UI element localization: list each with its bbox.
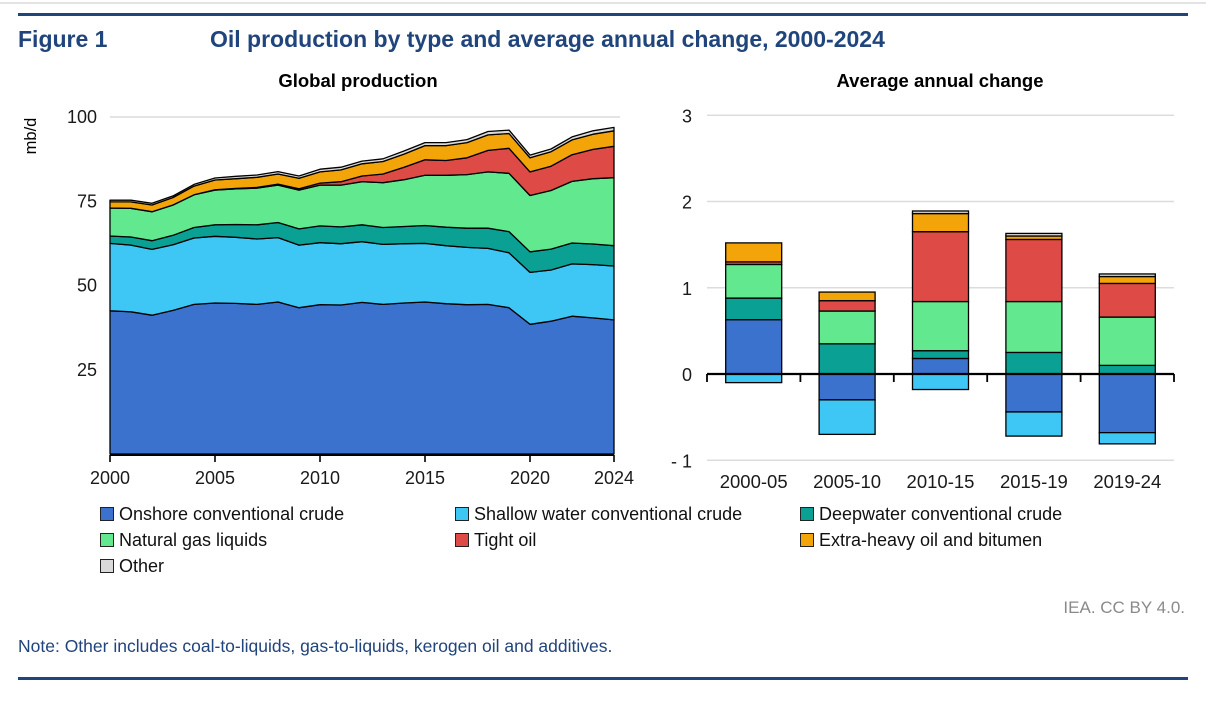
x-tick-label: 2005 bbox=[195, 468, 235, 488]
y-tick-label: 100 bbox=[67, 107, 97, 127]
bar-segment-ngl-2005-10 bbox=[818, 310, 876, 345]
legend-item-extra-heavy: Extra-heavy oil and bitumen bbox=[800, 530, 1042, 550]
y-tick-label: 1 bbox=[682, 279, 692, 299]
bar-segment-ngl-2019-24 bbox=[1098, 316, 1156, 367]
bar-segment-other-2015-19 bbox=[1005, 232, 1063, 237]
legend-label-onshore: Onshore conventional crude bbox=[119, 504, 345, 524]
bar-segment-extraheavy-2000-05 bbox=[725, 242, 783, 263]
y-tick-label: 75 bbox=[77, 191, 97, 211]
figure-label: Figure 1 bbox=[18, 26, 108, 52]
bar-segment-deepwater-2019-24 bbox=[1098, 364, 1156, 375]
area-layer-other bbox=[109, 126, 615, 206]
category-label: 2000-05 bbox=[720, 471, 788, 492]
footnote: Note: Other includes coal-to-liquids, ga… bbox=[18, 636, 613, 656]
legend-label-tight-oil: Tight oil bbox=[474, 530, 537, 550]
bar-segment-extraheavy-2010-15 bbox=[911, 212, 970, 233]
bar-segment-tight-2005-10 bbox=[818, 300, 876, 312]
global-production-chart: 2000 2005 2010 2015 2020 2024 25 50 75 100 bbox=[67, 107, 634, 488]
bar-segment-ngl-2000-05 bbox=[725, 263, 783, 299]
x-tick-label: 2000 bbox=[90, 468, 130, 488]
legend-item-other: Other bbox=[100, 556, 164, 576]
bar-segment-onshore-2000-05 bbox=[725, 319, 783, 375]
x-tick-label: 2010 bbox=[300, 468, 340, 488]
area-layer-onshore bbox=[109, 301, 615, 455]
bar-segment-deepwater-2015-19 bbox=[1005, 351, 1063, 375]
x-tick-label: 2020 bbox=[510, 468, 550, 488]
legend-label-ngl: Natural gas liquids bbox=[119, 530, 268, 550]
y-tick-label: - 1 bbox=[671, 451, 692, 471]
bar-segment-extraheavy-2005-10 bbox=[818, 291, 876, 302]
bar-segment-ngl-2015-19 bbox=[1005, 300, 1063, 354]
x-tick-label: 2024 bbox=[594, 468, 634, 488]
figure-title: Oil production by type and average annua… bbox=[210, 26, 885, 52]
legend-swatch-ngl bbox=[100, 533, 114, 547]
bar-segment-other-2019-24 bbox=[1098, 273, 1156, 278]
category-label: 2005-10 bbox=[813, 471, 881, 492]
legend-label-shallow: Shallow water conventional crude bbox=[474, 504, 743, 524]
y-tick-label: 50 bbox=[77, 276, 97, 296]
bar-segment-tight-2015-19 bbox=[1005, 238, 1063, 303]
bottom-rule bbox=[18, 677, 1188, 680]
legend-swatch-other bbox=[100, 559, 114, 573]
bar-segment-shallow-2015-19 bbox=[1005, 411, 1063, 437]
legend-item-deepwater: Deepwater conventional crude bbox=[800, 504, 1062, 524]
bar-segment-deepwater-2000-05 bbox=[725, 297, 783, 321]
legend-item-onshore: Onshore conventional crude bbox=[100, 504, 344, 524]
bar-segment-onshore-2010-15 bbox=[911, 357, 970, 375]
bar-segment-deepwater-2005-10 bbox=[818, 343, 876, 375]
y-tick-label: 25 bbox=[77, 360, 97, 380]
left-chart-title: Global production bbox=[278, 70, 438, 91]
category-label: 2010-15 bbox=[907, 471, 975, 492]
legend-item-shallow: Shallow water conventional crude bbox=[455, 504, 742, 524]
y-tick-label: 0 bbox=[682, 365, 692, 385]
bar-segment-onshore-2019-24 bbox=[1098, 373, 1156, 434]
legend-label-deepwater: Deepwater conventional crude bbox=[819, 504, 1063, 524]
legend-swatch-extra-heavy bbox=[800, 533, 814, 547]
legend-item-tight-oil: Tight oil bbox=[455, 530, 536, 550]
top-hairline bbox=[0, 2, 1206, 4]
x-tick-label: 2015 bbox=[405, 468, 445, 488]
bar-segment-shallow-2019-24 bbox=[1098, 431, 1156, 445]
title-rule bbox=[18, 13, 1188, 16]
legend-swatch-deepwater bbox=[800, 507, 814, 521]
bar-segment-extraheavy-2019-24 bbox=[1098, 275, 1156, 285]
legend-label-other: Other bbox=[119, 556, 165, 576]
legend-swatch-shallow bbox=[455, 507, 469, 521]
legend-item-ngl: Natural gas liquids bbox=[100, 530, 267, 550]
y-tick-label: 3 bbox=[682, 106, 692, 126]
legend-swatch-tight-oil bbox=[455, 533, 469, 547]
bar-segment-tight-2019-24 bbox=[1098, 282, 1156, 318]
legend-label-extra-heavy: Extra-heavy oil and bitumen bbox=[819, 530, 1043, 550]
license-credit: IEA. CC BY 4.0. bbox=[1063, 598, 1185, 617]
category-label: 2015-19 bbox=[1000, 471, 1068, 492]
bar-segment-deepwater-2010-15 bbox=[911, 350, 970, 360]
bar-segment-onshore-2005-10 bbox=[818, 373, 876, 401]
bar-segment-shallow-2010-15 bbox=[911, 373, 970, 391]
legend-swatch-onshore bbox=[100, 507, 114, 521]
bar-segment-ngl-2010-15 bbox=[911, 300, 970, 352]
bar-segment-onshore-2015-19 bbox=[1005, 373, 1063, 413]
bar-segment-shallow-2005-10 bbox=[818, 399, 876, 436]
category-label: 2019-24 bbox=[1093, 471, 1161, 492]
bar-segment-shallow-2000-05 bbox=[725, 373, 783, 384]
bar-segment-other-2010-15 bbox=[911, 210, 970, 215]
right-chart-title: Average annual change bbox=[836, 70, 1044, 91]
average-annual-change-chart: 2000-05 2005-10 2010-15 2015-19 2019-24 3 2 1 0 -… bbox=[671, 106, 1175, 492]
bar-segment-tight-2010-15 bbox=[911, 231, 970, 303]
y-tick-label: 2 bbox=[682, 193, 692, 213]
